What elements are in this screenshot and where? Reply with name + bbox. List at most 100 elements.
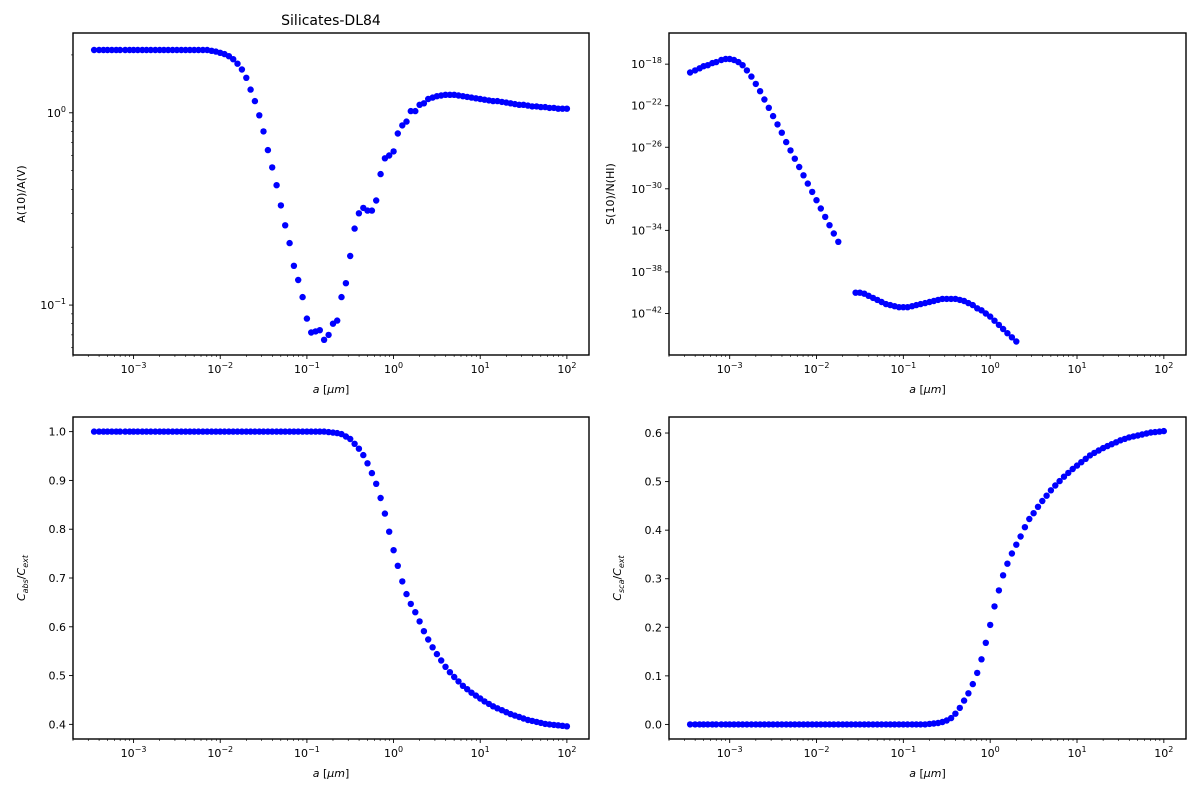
data-point [1073,462,1081,469]
data-point [761,96,768,103]
data-point [368,207,376,214]
data-point [774,121,781,128]
x-tick-label: 102 [557,361,576,376]
data-point [835,721,842,728]
x-axis-label: a [μm] [909,767,946,780]
data-point [152,46,159,54]
data-point [813,197,820,204]
data-point [251,428,259,435]
data-point [891,721,898,728]
data-point [286,239,293,247]
data-series [686,427,1168,728]
data-point [743,67,751,74]
data-point [999,325,1007,333]
y-tick-label: 1.0 [49,426,67,439]
data-point [152,428,159,435]
y-tick-label: 0.3 [645,573,663,586]
data-point [1039,497,1046,505]
data-point [351,440,358,447]
data-point [904,721,911,728]
data-point [752,80,759,88]
y-tick-label: 10−34 [631,222,662,237]
data-point [969,680,976,688]
data-point [373,480,380,487]
data-point [116,428,124,435]
data-point [991,317,998,324]
data-point [563,105,571,112]
y-axis-label: Csca/Cext [611,554,626,600]
data-point [420,100,428,107]
data-point [364,460,371,467]
data-point [804,721,811,728]
plot-frame [668,32,1187,356]
data-point [399,122,406,129]
data-point [195,46,202,54]
data-point [1056,477,1063,485]
data-point [90,46,98,54]
chart-title: Silicates-DL84 [281,13,381,29]
data-point [1043,492,1050,499]
data-point [243,74,250,82]
data-point [303,315,311,322]
data-point [412,609,419,616]
data-point [956,704,963,712]
data-point [442,91,449,99]
y-axis-label: A(10)/A(V) [15,165,28,222]
y-tick-label: 10−26 [631,139,662,154]
y-tick-label: 0.5 [645,476,663,489]
data-point [368,469,376,477]
data-point [277,202,285,209]
data-point [1082,455,1089,462]
data-point [381,510,389,517]
x-tick-label: 10−1 [294,361,320,376]
data-point [308,428,315,435]
data-point [299,293,306,301]
data-point [425,636,432,643]
data-point [826,222,833,229]
data-point [559,105,566,112]
data-point [438,657,445,664]
data-point [856,721,864,728]
data-point [960,697,968,704]
data-point [455,678,462,685]
y-tick-label: 10−22 [631,98,662,113]
x-tick-label: 100 [981,361,1000,376]
data-point [260,128,267,135]
data-point [748,721,755,728]
data-point [459,682,467,689]
data-point [273,182,280,189]
data-point [234,428,241,435]
data-point [355,445,363,452]
data-point [403,118,410,125]
data-point [978,656,985,663]
data-point [412,107,419,115]
data-point [407,600,414,608]
data-point [765,104,772,112]
data-point [691,721,699,728]
data-point [108,46,116,54]
x-tick-label: 10−3 [717,745,743,760]
data-point [269,164,276,171]
data-point [364,207,371,214]
y-tick-label: 0.6 [645,427,663,440]
data-point [260,428,267,435]
panel-top-right: 10−3 10−2 10−1 100 101 102 10−42 10−38 10−34 10−3… [604,32,1187,396]
data-point [377,170,384,178]
x-axis-label: a [μm] [313,383,350,396]
data-point [165,46,172,54]
data-point [778,129,785,136]
data-point [743,721,751,728]
data-point [1008,334,1016,341]
x-axis-label: a [μm] [909,383,946,396]
data-point [251,97,259,105]
data-point [238,66,246,73]
data-point [347,252,354,260]
data-point [282,222,289,229]
data-point [686,69,694,76]
data-point [403,590,410,598]
data-point [974,669,981,677]
data-point [748,73,755,80]
data-point [464,686,471,693]
x-tick-label: 10−3 [717,361,743,376]
data-point [817,721,824,728]
